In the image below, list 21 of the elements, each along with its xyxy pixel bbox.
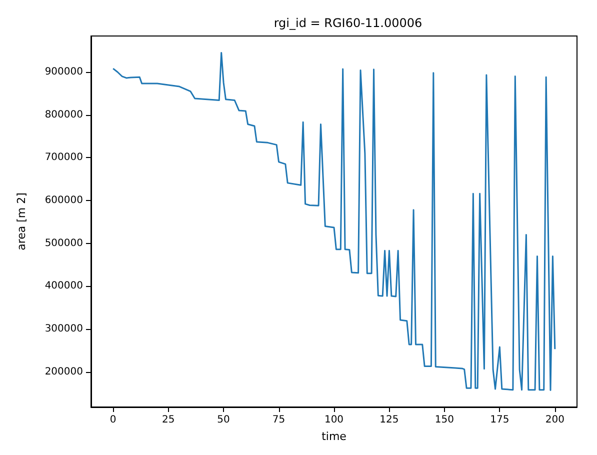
y-tick-label: 400000 xyxy=(44,280,83,292)
y-tick-label: 200000 xyxy=(44,366,83,378)
x-axis-title: time xyxy=(322,430,347,443)
line-series xyxy=(112,52,556,392)
x-tick-label: 100 xyxy=(324,414,344,426)
x-tick-label: 0 xyxy=(110,414,116,426)
x-tick-label: 25 xyxy=(162,414,175,426)
y-tick-label: 700000 xyxy=(44,152,83,164)
y-tick-label: 900000 xyxy=(44,66,83,78)
y-tick-label: 600000 xyxy=(44,195,83,206)
x-tick-label: 150 xyxy=(434,414,454,426)
x-tick-label: 175 xyxy=(490,414,510,426)
y-axis-title: area [m 2] xyxy=(15,192,28,250)
y-tick-label: 500000 xyxy=(44,238,83,249)
y-tick-label: 300000 xyxy=(44,324,83,335)
chart-title: rgi_id = RGI60-11.00006 xyxy=(274,16,422,30)
y-tick-label: 800000 xyxy=(44,109,83,120)
x-tick-label: 75 xyxy=(272,414,286,426)
x-tick-label: 200 xyxy=(545,414,564,426)
x-tick-label: 125 xyxy=(380,414,399,426)
x-tick-label: 50 xyxy=(217,414,230,426)
